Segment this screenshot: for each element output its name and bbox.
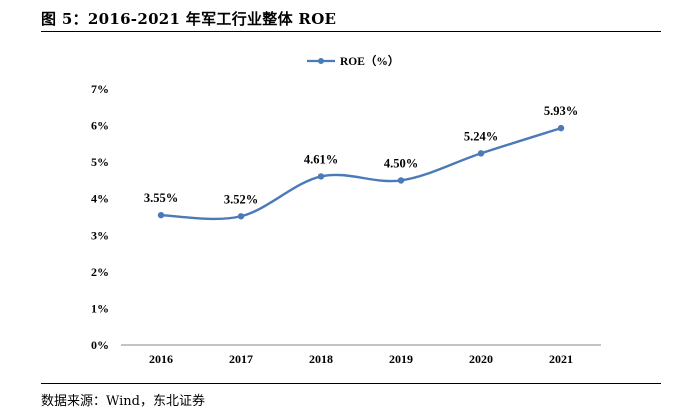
source-note: 数据来源：Wind，东北证券	[41, 394, 205, 409]
data-label: 5.93%	[544, 104, 578, 118]
x-tick-label: 2017	[229, 352, 253, 366]
data-point	[477, 150, 485, 157]
chart-plot-area: 3.55% 3.52% 4.61% 4.50% 5.24% 5.93%	[144, 104, 578, 221]
data-point	[317, 173, 325, 180]
x-tick-label: 2021	[549, 352, 573, 366]
data-label: 3.52%	[224, 192, 258, 206]
roe-series-line	[160, 126, 562, 221]
data-label: 4.61%	[304, 152, 338, 166]
x-tick-label: 2016	[149, 352, 173, 366]
chart-legend: ROE（%）	[307, 54, 399, 68]
data-label: 3.55%	[144, 191, 178, 205]
legend-label: ROE（%）	[340, 54, 399, 68]
y-tick-label: 5%	[91, 155, 109, 169]
data-label: 5.24%	[464, 129, 498, 143]
data-point	[237, 213, 245, 220]
data-point	[397, 177, 405, 184]
data-point	[557, 124, 565, 132]
y-tick-label: 6%	[91, 119, 109, 133]
data-label: 4.50%	[384, 156, 418, 170]
bottom-rule	[41, 383, 661, 384]
y-tick-label: 4%	[91, 192, 109, 206]
figure-title: 图 5：2016-2021 年军工行业整体 ROE	[41, 10, 337, 28]
legend-marker	[318, 58, 324, 64]
y-tick-label: 7%	[91, 82, 109, 96]
y-tick-label: 2%	[91, 265, 109, 279]
y-tick-label: 0%	[91, 338, 109, 352]
y-tick-label: 3%	[91, 228, 109, 242]
chart-axes: 0% 1% 2% 3% 4% 5% 6% 7% 2016 2017 2018 2019 2020 2021	[91, 82, 601, 366]
top-rule	[41, 31, 661, 32]
y-tick-label: 1%	[91, 301, 109, 315]
x-tick-label: 2020	[469, 352, 493, 366]
x-tick-label: 2018	[309, 352, 333, 366]
x-tick-label: 2019	[389, 352, 413, 366]
data-point	[157, 211, 165, 219]
roe-line-chart: ROE（%） 0% 1% 2% 3% 4% 5% 6% 7% 2016 2017 2018 2019 2…	[91, 54, 601, 366]
